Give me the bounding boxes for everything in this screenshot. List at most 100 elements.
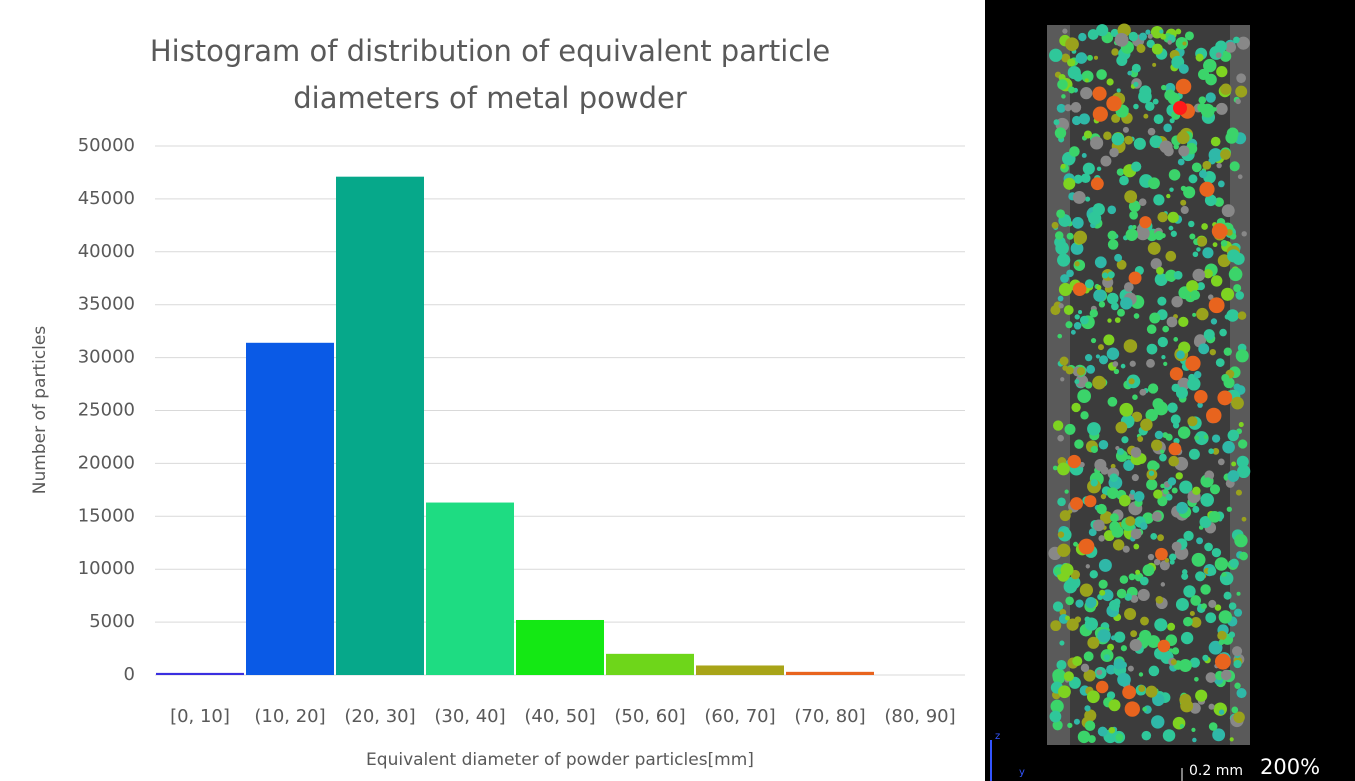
particle	[1074, 719, 1080, 725]
particle	[1130, 639, 1142, 651]
particle	[1139, 389, 1146, 396]
particle	[1216, 52, 1222, 58]
particle	[1219, 610, 1232, 623]
particle	[1085, 382, 1092, 389]
particle	[1080, 87, 1092, 99]
particle	[1131, 447, 1142, 458]
particle	[1090, 136, 1103, 149]
particle	[1231, 461, 1236, 466]
particle	[1108, 271, 1115, 278]
particle	[1142, 731, 1152, 741]
particle	[1172, 487, 1178, 493]
particle	[1168, 477, 1176, 485]
particle	[1158, 640, 1171, 653]
particle	[1224, 348, 1232, 356]
particle	[1192, 738, 1196, 742]
particle	[1068, 509, 1072, 513]
particle	[1211, 318, 1217, 324]
particle	[1204, 435, 1208, 439]
particle	[1212, 548, 1221, 557]
particle	[1052, 669, 1065, 682]
particle	[1130, 490, 1135, 495]
particle	[1122, 685, 1136, 699]
particle	[1084, 651, 1094, 661]
particle	[1093, 203, 1105, 215]
particle	[1111, 48, 1118, 55]
particle	[1080, 411, 1088, 419]
particle	[1157, 212, 1167, 222]
particle	[1131, 161, 1141, 171]
particle	[1152, 63, 1156, 67]
particle	[1057, 498, 1066, 507]
particle	[1065, 489, 1069, 493]
particle	[1094, 56, 1098, 60]
particle	[1057, 104, 1066, 113]
particle	[1173, 422, 1179, 428]
particle	[1061, 164, 1066, 169]
particle	[1146, 686, 1158, 698]
particle	[1149, 313, 1160, 324]
particle	[1196, 54, 1204, 62]
particle	[1107, 347, 1120, 360]
particle	[1050, 620, 1061, 631]
particle	[1128, 666, 1134, 672]
particle	[1195, 571, 1205, 581]
particle	[1138, 685, 1145, 692]
axis-y-label: y	[1019, 767, 1025, 778]
particle	[1206, 408, 1221, 423]
particle	[1074, 439, 1083, 448]
particle	[1056, 660, 1066, 670]
particle	[1221, 240, 1228, 247]
particle	[1125, 516, 1135, 526]
particle	[1235, 99, 1240, 104]
particle	[1073, 191, 1086, 204]
particle	[1055, 241, 1069, 255]
y-tick-label: 45000	[78, 188, 135, 209]
particle	[1137, 44, 1146, 53]
particle	[1126, 229, 1138, 241]
particle	[1150, 533, 1157, 540]
particle	[1107, 293, 1119, 305]
axis-z-label: z	[995, 731, 1000, 742]
particle	[1081, 664, 1089, 672]
particle	[1169, 442, 1182, 455]
particle	[1099, 355, 1108, 364]
particle	[1096, 474, 1101, 479]
particle	[1219, 329, 1227, 337]
particle	[1216, 103, 1228, 115]
particle	[1140, 577, 1149, 586]
particle	[1119, 176, 1129, 186]
particle	[1242, 517, 1247, 522]
x-axis-label: Equivalent diameter of powder particles[…	[366, 750, 754, 770]
particle	[1201, 603, 1207, 609]
particle	[1219, 709, 1224, 714]
particle	[1130, 630, 1137, 637]
particle	[1099, 440, 1109, 450]
y-tick-label: 25000	[78, 400, 135, 421]
particle	[1169, 169, 1181, 181]
particle	[1121, 364, 1126, 369]
particle	[1139, 33, 1147, 41]
particle	[1211, 275, 1222, 286]
particle	[1117, 448, 1124, 455]
particle	[1222, 441, 1235, 454]
particle	[1066, 619, 1078, 631]
y-tick-label: 0	[124, 664, 135, 685]
particle	[1082, 153, 1087, 158]
particle	[1236, 349, 1249, 362]
particle	[1064, 305, 1074, 315]
particle	[1230, 737, 1234, 741]
particle	[1084, 495, 1096, 507]
particle	[1171, 231, 1177, 237]
particle	[1078, 33, 1086, 41]
particle	[1157, 297, 1166, 306]
particle	[1234, 609, 1242, 617]
particle	[1100, 156, 1111, 167]
particle	[1193, 251, 1199, 257]
particle	[1146, 359, 1155, 368]
particle	[1178, 317, 1188, 327]
particle	[1058, 685, 1071, 698]
particle	[1071, 330, 1076, 335]
particle	[1161, 355, 1165, 359]
particle	[1132, 64, 1141, 73]
